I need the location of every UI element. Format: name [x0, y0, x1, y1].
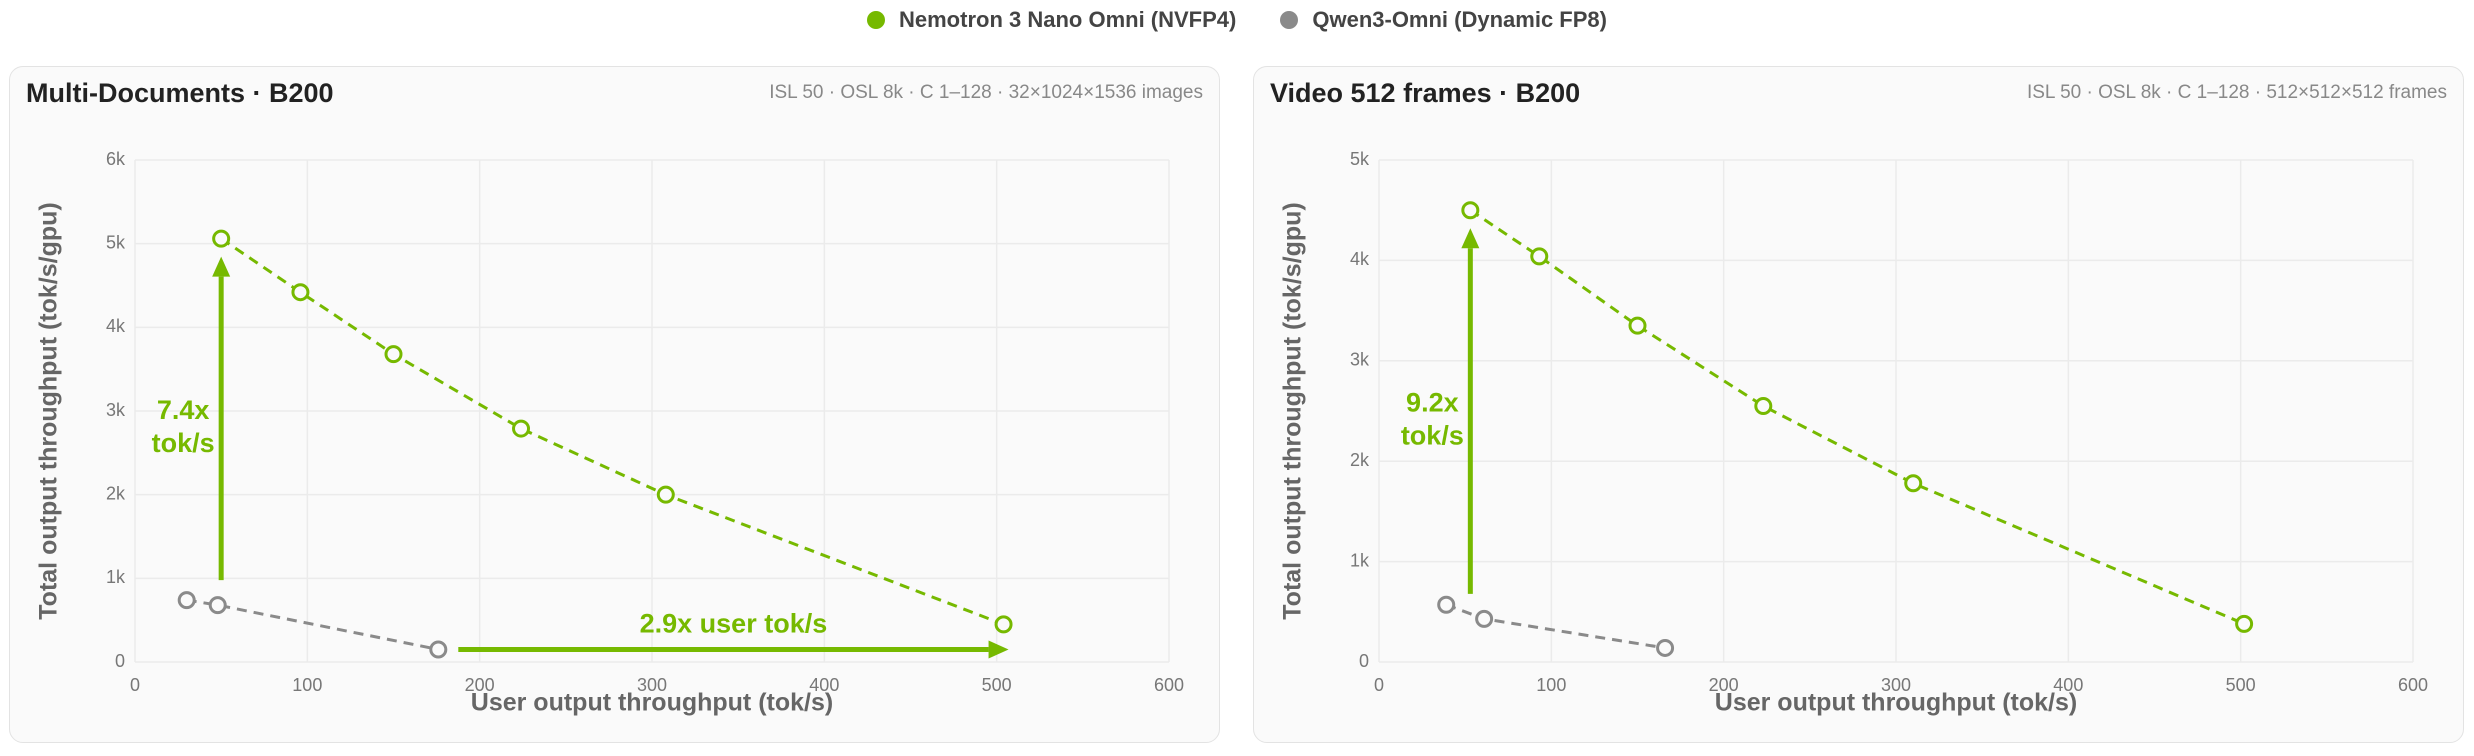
chart-title: Video 512 frames · B200 [1270, 78, 1580, 108]
chart-panel: Video 512 frames · B200 ISL 50 · OSL 8k ·… [1253, 66, 2464, 743]
data-point [384, 345, 403, 364]
y-tick-label: 3k [106, 400, 126, 420]
arrow-head [212, 256, 231, 277]
y-axis-label: Total output throughput (tok/s/gpu) [1279, 202, 1307, 619]
data-point [291, 283, 310, 302]
y-tick-label: 3k [1350, 350, 1370, 370]
x-tick-label: 400 [2053, 675, 2083, 695]
legend-label: Qwen3-Omni (Dynamic FP8) [1312, 7, 1607, 32]
x-axis-label: User output throughput (tok/s) [471, 689, 833, 717]
x-axis-label: User output throughput (tok/s) [1715, 689, 2077, 717]
y-tick-label: 2k [106, 483, 126, 503]
annotation: 2.9x user tok/s [640, 609, 828, 639]
y-tick-label: 6k [106, 149, 126, 169]
data-point [1628, 316, 1647, 335]
data-point [212, 229, 231, 248]
y-tick-label: 2k [1350, 450, 1370, 470]
x-tick-label: 300 [637, 675, 667, 695]
data-point [429, 640, 448, 659]
arrow-head [988, 640, 1009, 659]
annotation: tok/s [1401, 421, 1464, 451]
x-tick-label: 600 [1154, 675, 1184, 695]
data-point [512, 419, 531, 438]
data-point [1437, 595, 1456, 614]
data-point [1475, 609, 1494, 628]
chart-title: Multi-Documents · B200 [26, 78, 334, 108]
x-tick-label: 600 [2398, 675, 2428, 695]
y-tick-label: 0 [1359, 651, 1369, 671]
x-tick-label: 100 [1536, 675, 1566, 695]
x-tick-label: 400 [809, 675, 839, 695]
x-tick-label: 0 [1374, 675, 1384, 695]
data-point [994, 615, 1013, 634]
data-point [1904, 474, 1923, 493]
annotation: 9.2x [1406, 388, 1459, 418]
y-tick-label: 4k [1350, 249, 1370, 269]
legend-label: Nemotron 3 Nano Omni (NVFP4) [899, 7, 1237, 32]
series-line [1445, 603, 1666, 650]
legend-item: Nemotron 3 Nano Omni (NVFP4) [867, 7, 1236, 33]
chart-panel: Multi-Documents · B200 ISL 50 · OSL 8k · … [9, 66, 1220, 743]
y-tick-label: 1k [106, 567, 126, 587]
legend: Nemotron 3 Nano Omni (NVFP4) Qwen3-Omni (… [0, 0, 2474, 40]
x-tick-label: 200 [1709, 675, 1739, 695]
data-point [177, 591, 196, 610]
y-tick-label: 5k [1350, 149, 1370, 169]
annotation: tok/s [152, 428, 215, 458]
y-tick-label: 4k [106, 316, 126, 336]
series-line [1469, 208, 2245, 626]
chart-subtitle: ISL 50 · OSL 8k · C 1–128 · 512×512×512 … [2027, 82, 2447, 103]
chart: Video 512 frames · B200 ISL 50 · OSL 8k ·… [1270, 78, 2447, 717]
chart-subtitle: ISL 50 · OSL 8k · C 1–128 · 32×1024×1536… [769, 82, 1203, 103]
x-tick-label: 300 [1881, 675, 1911, 695]
legend-swatch [867, 11, 885, 29]
legend-item: Qwen3-Omni (Dynamic FP8) [1280, 7, 1607, 33]
y-tick-label: 1k [1350, 550, 1370, 570]
y-axis-label: Total output throughput (tok/s/gpu) [35, 202, 63, 619]
arrow-head [1461, 228, 1480, 249]
data-point [1656, 638, 1675, 657]
data-point [1754, 396, 1773, 415]
data-point [2235, 614, 2254, 633]
data-point [656, 485, 675, 504]
data-point [1530, 247, 1549, 266]
legend-swatch [1280, 11, 1299, 29]
y-tick-label: 5k [106, 232, 126, 252]
chart: Multi-Documents · B200 ISL 50 · OSL 8k · … [26, 78, 1203, 717]
y-tick-label: 0 [115, 651, 125, 671]
data-point [1461, 201, 1480, 220]
annotation: 7.4x [157, 395, 210, 425]
data-point [208, 596, 227, 615]
x-tick-label: 500 [982, 675, 1012, 695]
x-tick-label: 0 [130, 675, 140, 695]
series-line [220, 237, 1005, 626]
x-tick-label: 500 [2226, 675, 2256, 695]
x-tick-label: 200 [465, 675, 495, 695]
x-tick-label: 100 [292, 675, 322, 695]
